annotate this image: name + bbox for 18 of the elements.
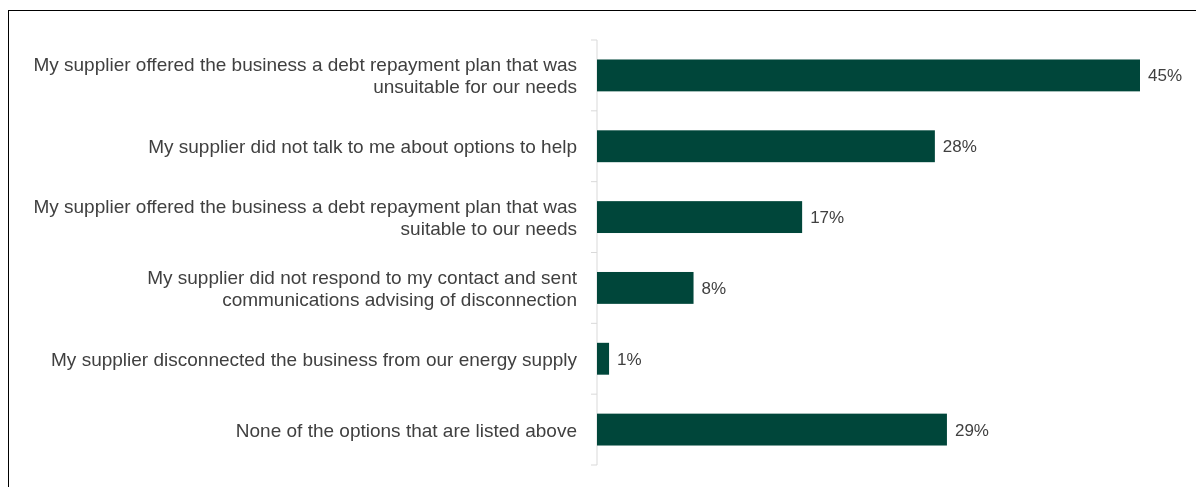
data-label: 45% [1148,66,1183,86]
data-label: 28% [942,137,977,157]
bar [597,201,803,234]
bar [597,342,610,375]
data-label: 29% [954,420,989,440]
y-tick-label: My supplier did not talk to me about options to help [148,136,577,158]
bar [597,59,1140,92]
data-label: 1% [617,349,642,369]
data-label: 8% [701,278,727,298]
y-tick-label: My supplier disconnected the business from our energy supply [51,348,578,370]
bar [597,130,935,163]
y-tick-label: None of the options that are listed above [235,419,577,441]
bar [597,413,947,446]
data-label: 17% [810,208,845,228]
y-tick-label: My supplier did not respond to my contact and sent communications advising of disconnection [147,266,578,310]
y-tick-label: My supplier offered the business a debt repayment plan that was unsuitable for our needs [33,54,577,98]
bar [597,271,694,304]
y-tick-label: My supplier offered the business a debt repayment plan that was suitable to our needs [33,196,577,240]
